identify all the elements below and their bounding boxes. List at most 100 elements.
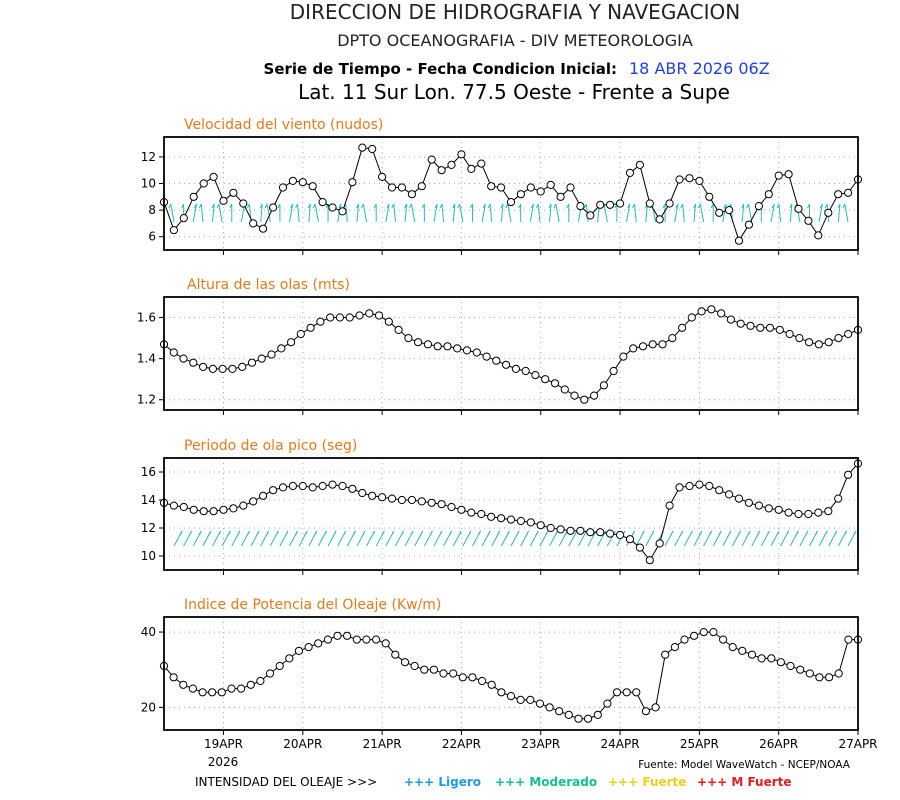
y-tick-label: 20: [141, 700, 156, 714]
data-point: [665, 199, 674, 208]
x-axis-year: 2026: [208, 755, 239, 769]
direction-arrow: [297, 203, 300, 223]
data-point: [675, 175, 684, 184]
direction-arrow: [362, 203, 368, 223]
y-tick-label: 6: [148, 230, 156, 244]
data-point: [394, 325, 403, 334]
data-point: [619, 352, 628, 361]
direction-arrow: [356, 203, 360, 223]
data-point: [521, 366, 530, 376]
data-point: [695, 176, 704, 185]
direction-arrowhead: [457, 203, 461, 209]
data-point: [209, 172, 218, 181]
direction-arrowhead: [362, 530, 366, 536]
data-point: [427, 155, 436, 164]
data-point: [516, 516, 526, 526]
direction-arrow: [603, 203, 608, 223]
direction-arrowhead: [277, 203, 281, 209]
data-point: [368, 491, 377, 500]
direction-arrow: [645, 203, 648, 223]
data-point: [265, 669, 275, 678]
data-point: [665, 501, 674, 510]
data-point: [709, 628, 718, 637]
direction-arrowhead: [211, 203, 215, 209]
data-point: [179, 502, 188, 512]
data-point: [296, 329, 305, 339]
data-point: [387, 183, 397, 192]
y-tick-label: 1.4: [137, 352, 156, 366]
data-point: [397, 495, 406, 505]
data-point: [372, 635, 381, 644]
direction-arrow: [844, 203, 849, 223]
data-point: [685, 174, 694, 183]
data-point: [314, 639, 323, 648]
data-point: [439, 669, 448, 678]
data-point: [179, 214, 188, 223]
direction-arrow: [314, 203, 319, 223]
data-point: [541, 375, 550, 384]
data-point: [492, 356, 501, 365]
data-point: [249, 219, 258, 228]
data-point: [584, 714, 593, 723]
direction-arrowhead: [545, 530, 549, 536]
direction-arrowhead: [505, 203, 509, 209]
data-point: [715, 486, 724, 495]
data-point: [477, 159, 486, 168]
data-point: [365, 309, 374, 318]
panel-4: Indice de Potencia del Oleaje (Kw/m) 20 40: [141, 597, 863, 735]
data-point: [378, 172, 387, 181]
data-point: [397, 183, 406, 192]
direction-arrowhead: [553, 203, 557, 209]
direction-arrowhead: [373, 203, 377, 209]
data-point: [754, 501, 764, 510]
location-line: Lat. 11 Sur Lon. 77.5 Oeste - Frente a S…: [298, 80, 730, 104]
data-point: [834, 190, 843, 199]
direction-arrow: [555, 203, 560, 223]
data-point: [467, 508, 476, 517]
data-point: [358, 143, 367, 152]
direction-arrowhead: [434, 203, 438, 209]
data-point: [651, 703, 660, 712]
data-point: [338, 207, 347, 216]
x-tick-label: 21APR: [363, 737, 402, 751]
data-point: [736, 319, 745, 328]
data-point: [352, 635, 361, 644]
direction-arrowhead: [853, 530, 857, 536]
direction-arrow: [626, 203, 631, 223]
data-point: [596, 528, 605, 537]
data-point: [208, 688, 217, 697]
data-point: [362, 635, 371, 644]
direction-arrow: [289, 203, 294, 223]
direction-arrowhead: [404, 203, 408, 209]
series-line: [163, 147, 859, 242]
header-line1: DIRECCION DE HIDROGRAFIA Y NAVEGACION: [290, 0, 740, 24]
direction-arrowhead: [266, 530, 270, 536]
direction-arrowhead: [627, 203, 631, 209]
data-point: [229, 504, 238, 513]
x-tick-label: 23APR: [521, 737, 560, 751]
data-point: [433, 342, 442, 351]
data-point: [294, 646, 303, 656]
direction-arrow: [170, 203, 175, 223]
data-point: [795, 334, 804, 343]
data-point: [169, 673, 178, 682]
direction-arrowhead: [386, 203, 390, 209]
direction-arrowhead: [837, 203, 841, 209]
direction-arrowhead: [805, 530, 809, 536]
data-point: [318, 481, 327, 491]
data-point: [457, 150, 466, 159]
direction-arrowhead: [566, 203, 570, 209]
data-point: [661, 650, 670, 659]
x-tick-label: 19APR: [204, 737, 243, 751]
direction-arrowhead: [776, 530, 780, 536]
y-tick-label: 12: [141, 150, 156, 164]
data-point: [805, 338, 814, 347]
direction-arrow: [634, 203, 637, 223]
direction-arrowhead: [482, 203, 486, 209]
direction-arrowhead: [421, 203, 425, 209]
direction-arrowhead: [771, 203, 775, 209]
data-point: [384, 317, 393, 326]
data-point: [726, 315, 736, 324]
direction-arrow: [741, 203, 745, 223]
data-point: [298, 481, 307, 491]
